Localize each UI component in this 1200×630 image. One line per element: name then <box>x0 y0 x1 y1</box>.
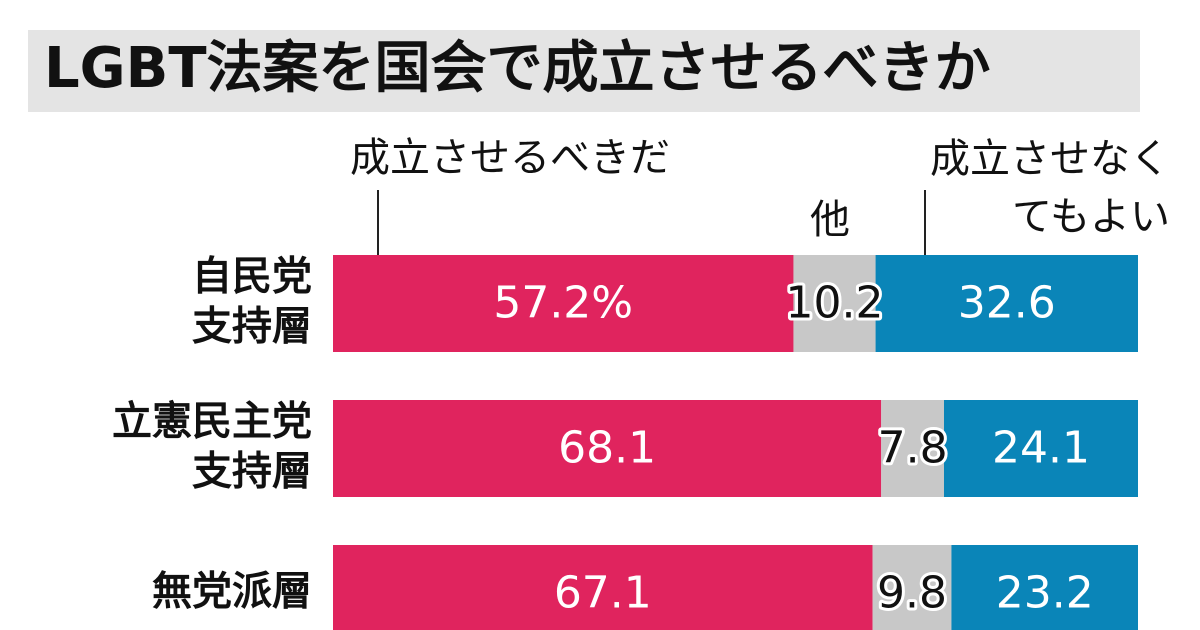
value-label: 24.1 <box>992 423 1090 474</box>
category-label: 自民党支持層 <box>192 254 312 350</box>
bar-segment <box>951 545 1138 630</box>
value-label: 57.2% <box>493 278 633 329</box>
series-label: 成立させなくてもよい <box>930 136 1170 240</box>
category-label: 立憲民主党支持層 <box>112 399 312 495</box>
bar-segment <box>881 400 944 497</box>
title-box <box>28 30 1140 112</box>
chart-title: LGBT法案を国会で成立させるべきか <box>44 36 991 101</box>
bar-segment <box>793 255 876 352</box>
value-label: 23.2 <box>996 568 1094 619</box>
bar-segment <box>333 255 794 352</box>
value-label: 32.6 <box>958 278 1056 329</box>
bar-segment <box>333 545 873 630</box>
value-label: 67.1 <box>554 568 652 619</box>
value-label: 10.2 <box>786 278 884 329</box>
bar-segment <box>333 400 882 497</box>
value-label: 7.8 <box>878 423 948 474</box>
value-label: 9.8 <box>877 568 947 619</box>
series-label: 成立させるべきだ <box>350 135 670 181</box>
bar-segment <box>943 400 1138 497</box>
category-label: 無党派層 <box>152 569 312 615</box>
bar-segment <box>875 255 1138 352</box>
value-label: 68.1 <box>558 423 656 474</box>
bar-segment <box>872 545 952 630</box>
series-label: 他 <box>810 197 850 243</box>
